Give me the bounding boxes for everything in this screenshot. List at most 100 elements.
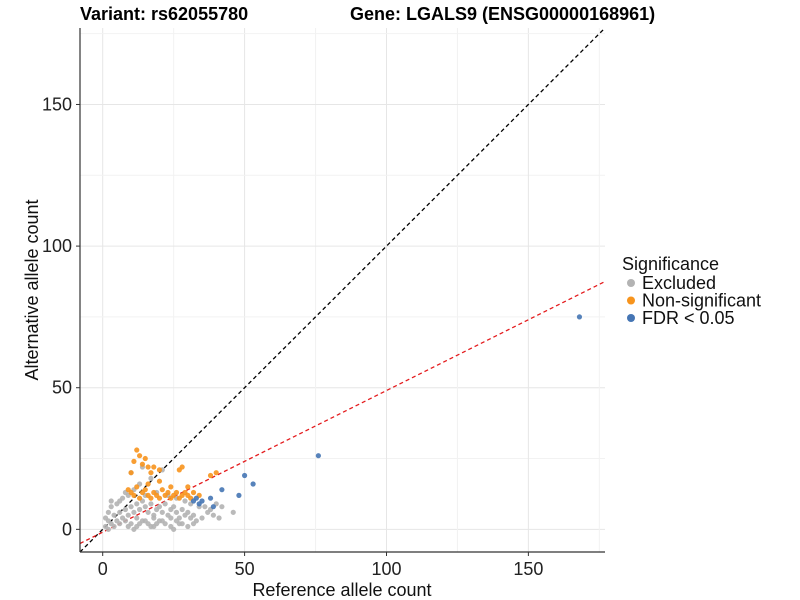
data-point [148,475,154,481]
y-tick-label: 150 [42,94,72,114]
data-point [196,501,202,507]
data-points [102,314,583,532]
grid-lines [80,28,605,552]
x-tick-label: 150 [513,559,543,579]
x-axis-label: Reference allele count [252,580,431,600]
legend-label: Non-significant [642,291,761,311]
data-point [108,498,114,504]
data-point [230,509,236,515]
data-point [136,495,143,501]
data-point [190,512,197,518]
data-point [315,453,321,459]
data-point [202,504,208,510]
data-point [250,481,256,487]
data-point [213,470,219,476]
tick-labels: 0 50 100 150 0 50 100 150 [42,94,543,579]
y-axis-label: Alternative allele count [22,199,42,380]
data-point [185,509,191,515]
y-tick-label: 100 [42,236,72,256]
data-point [145,464,151,470]
y-tick-label: 50 [52,378,72,398]
axes [79,28,605,553]
data-point [117,498,123,504]
data-point [131,509,137,515]
data-point [142,487,148,493]
data-point [173,509,180,515]
data-point [117,509,123,515]
data-point [136,506,143,513]
x-tick-label: 100 [371,559,401,579]
data-point [142,504,148,510]
data-point [148,470,154,476]
data-point [162,501,168,507]
data-point [171,526,177,532]
data-point [185,484,191,490]
data-point [117,521,123,527]
data-point [171,504,177,510]
data-point [156,504,163,510]
data-point [128,504,134,510]
data-point [134,515,140,521]
data-point [148,523,154,530]
data-point [122,518,129,524]
data-point [241,472,248,479]
data-point [151,464,157,470]
legend-label: FDR < 0.05 [642,308,735,328]
legend-key [627,314,635,322]
title-gene: Gene: LGALS9 (ENSG00000168961) [350,4,656,24]
data-point [145,481,151,487]
data-point [179,506,185,513]
data-point [134,447,140,453]
data-point [165,489,171,496]
data-point [179,464,185,470]
data-point [105,526,111,532]
data-point [219,504,225,510]
title-variant: Variant: rs62055780 [80,4,249,24]
data-point [173,489,180,496]
data-point [145,509,151,515]
data-point [156,467,163,473]
data-point [131,492,137,498]
data-point [134,501,140,507]
x-tick-label: 50 [235,559,255,579]
data-point [139,461,146,467]
data-point [185,523,191,530]
data-point [142,518,148,524]
data-point [168,515,174,521]
data-point [190,498,197,504]
data-point [136,453,143,459]
data-point [122,506,129,513]
data-point [210,504,216,510]
data-point [125,512,131,518]
data-point [128,470,134,476]
legend-title: Significance [622,254,719,274]
data-point [156,495,163,501]
legend-key [627,296,635,305]
data-point [108,504,114,510]
data-point [111,512,117,518]
data-point [182,498,188,504]
legend-key [627,279,635,287]
data-point [134,484,140,490]
data-point [207,495,214,501]
data-point [131,458,137,464]
data-point [216,515,222,521]
data-point [156,478,163,484]
legend-label: Excluded [642,273,716,293]
data-point [159,518,165,524]
data-point [105,509,111,515]
data-point [154,521,160,527]
data-point [190,521,197,527]
data-point [159,509,165,515]
data-point [176,521,182,527]
reference-lines [80,28,605,552]
data-point [102,515,109,521]
x-tick-label: 0 [98,559,108,579]
data-point [199,515,205,521]
data-point [148,495,154,501]
data-point [219,487,225,493]
data-point [576,314,583,320]
data-point [190,489,197,496]
